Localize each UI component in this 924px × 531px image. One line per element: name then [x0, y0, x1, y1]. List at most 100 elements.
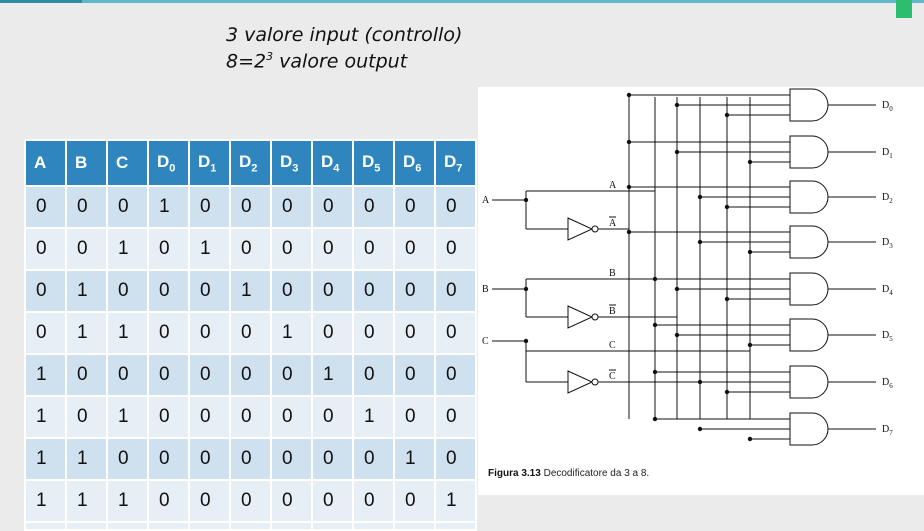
input-label-c: C [482, 336, 489, 347]
table-cell: 0 [229, 311, 272, 355]
note-formula-exponent: 3 [266, 50, 274, 63]
notes: 3 valore input (controllo) 8=23 valore o… [226, 24, 462, 72]
note-formula-base: 8=2 [226, 50, 267, 73]
header-cell: D3 [270, 139, 313, 187]
header-cell: D4 [311, 139, 354, 187]
table-cell-empty [311, 521, 354, 531]
table-cell-empty [434, 521, 477, 531]
table-cell: 0 [106, 185, 149, 229]
table-cell: 0 [229, 479, 272, 523]
table-cell: 1 [65, 269, 108, 313]
header-subscript: 0 [169, 162, 176, 175]
table-cell: 0 [229, 353, 272, 397]
table-cell: 0 [270, 227, 313, 271]
table-cell: 1 [24, 395, 67, 439]
table-cell: 0 [270, 395, 313, 439]
input-label-b: B [482, 284, 489, 295]
table-cell: 0 [24, 269, 67, 313]
decoder-figure: A B C A A B B C C D0 D1 D2 D3 D4 D5 D6 D7 Figura 3.13 De… [478, 87, 924, 495]
table-cell: 1 [147, 185, 190, 229]
junction-dot [697, 426, 703, 432]
table-cell: 1 [229, 269, 272, 313]
table-cell: 1 [24, 437, 67, 481]
output-subscript: 4 [889, 289, 893, 297]
table-cell: 0 [311, 311, 354, 355]
table-cell-empty [270, 521, 313, 531]
output-subscript: 2 [889, 197, 893, 205]
junction-dot [674, 149, 680, 155]
header-subscript: 7 [456, 162, 463, 175]
junction-dot [697, 379, 703, 385]
table-cell: 1 [24, 479, 67, 523]
table-cell: 1 [65, 437, 108, 481]
table-cell: 0 [352, 353, 395, 397]
table-cell: 0 [188, 269, 231, 313]
output-subscript: 0 [889, 105, 893, 113]
output-subscript: 5 [889, 335, 893, 343]
table-cell: 0 [434, 311, 477, 355]
table-cell: 0 [352, 185, 395, 229]
table-cell: 0 [270, 353, 313, 397]
output-label: D5 [882, 330, 893, 343]
table-cell-empty [106, 521, 149, 531]
and-gate [789, 365, 829, 399]
junction-dot [747, 159, 753, 165]
header-cell: D2 [229, 139, 272, 187]
table-cell-empty [393, 521, 436, 531]
table-cell: 0 [147, 479, 190, 523]
table-row-spacer [24, 521, 477, 531]
table-cell-empty [229, 521, 272, 531]
junction-dot [626, 184, 632, 190]
table-cell: 0 [352, 437, 395, 481]
header-label: D [403, 151, 416, 171]
junction-dot [652, 276, 658, 282]
header-label: D [198, 151, 211, 171]
table-cell: 0 [106, 353, 149, 397]
table-cell: 0 [147, 437, 190, 481]
junction-dot [626, 229, 632, 235]
table-cell: 1 [106, 227, 149, 271]
junction-dot [674, 286, 680, 292]
table-cell: 0 [434, 227, 477, 271]
header-label: D [280, 151, 293, 171]
and-gate [789, 318, 829, 352]
table-cell: 0 [434, 185, 477, 229]
table-cell-empty [24, 521, 67, 531]
table-cell: 0 [229, 395, 272, 439]
table-cell: 0 [352, 311, 395, 355]
line-label: C [609, 340, 616, 351]
note-line-2: 8=23 valore output [226, 46, 462, 72]
junction-dot [652, 416, 658, 422]
note-line-1: 3 valore input (controllo) [226, 24, 463, 46]
line-label: B [609, 268, 616, 279]
not-bubble [591, 378, 599, 386]
output-label: D6 [882, 377, 893, 390]
junction-dot [747, 342, 753, 348]
table-cell: 1 [106, 311, 149, 355]
table-cell: 0 [229, 227, 272, 271]
table-cell: 0 [188, 353, 231, 397]
not-bubble [591, 313, 599, 321]
and-gate [789, 412, 829, 446]
header-subscript: 1 [210, 162, 217, 175]
table-cell-empty [65, 521, 108, 531]
table-cell: 1 [65, 311, 108, 355]
table-cell: 0 [147, 227, 190, 271]
table-cell: 0 [65, 227, 108, 271]
junction-dot [724, 296, 730, 302]
junction-dot [626, 139, 632, 145]
and-gate [789, 180, 829, 214]
table-cell: 0 [393, 395, 436, 439]
junction-dot [747, 436, 753, 442]
table-cell: 1 [24, 353, 67, 397]
table-cell: 0 [65, 353, 108, 397]
junction-dot [652, 369, 658, 375]
header-cell: D7 [434, 139, 477, 187]
input-label-a: A [482, 195, 490, 206]
junction-dot [674, 332, 680, 338]
table-cell: 1 [188, 227, 231, 271]
